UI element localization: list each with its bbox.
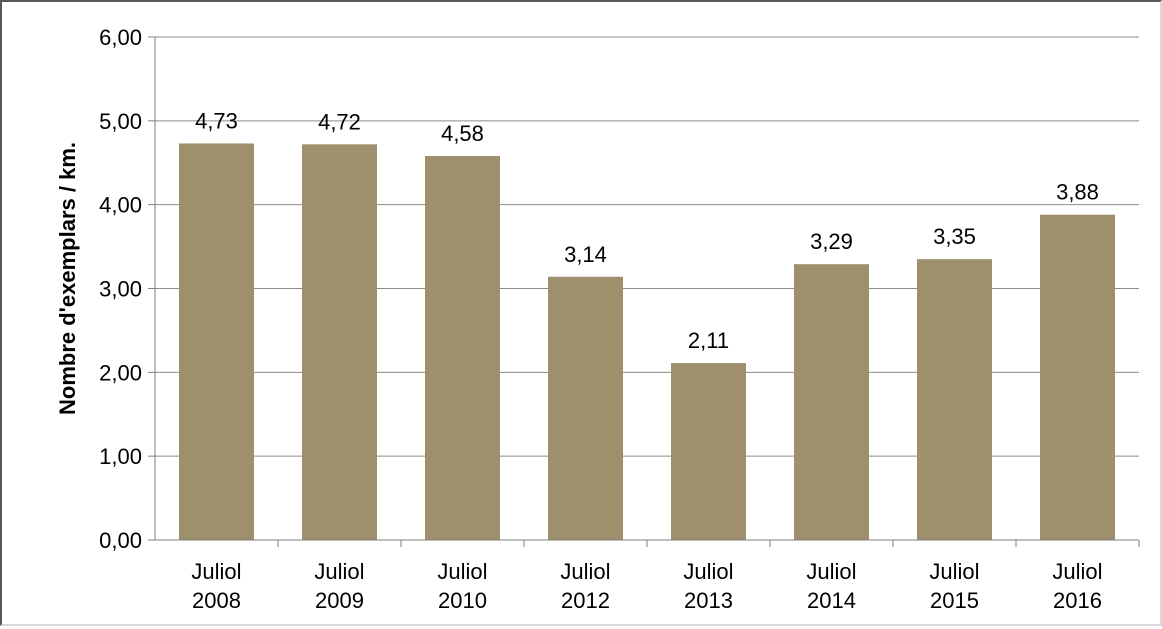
x-tick-label: Juliol [806, 559, 856, 584]
data-label: 3,35 [933, 224, 976, 249]
bars [179, 143, 1115, 541]
x-tick-label: 2008 [192, 588, 241, 613]
y-tick-label: 5,00 [99, 109, 142, 134]
y-tick-label: 3,00 [99, 277, 142, 302]
x-tick-label: Juliol [929, 559, 979, 584]
x-tick-label: Juliol [1052, 559, 1102, 584]
x-tick-label: Juliol [560, 559, 610, 584]
x-tick-label: 2014 [807, 588, 856, 613]
bar [179, 143, 254, 541]
x-tick-label: Juliol [437, 559, 487, 584]
bar [1040, 214, 1115, 540]
y-tick-labels: 0,00 1,00 2,00 3,00 4,00 5,00 6,00 [99, 25, 142, 553]
x-tick-label: 2013 [684, 588, 733, 613]
y-tick-label: 1,00 [99, 444, 142, 469]
data-label: 2,11 [688, 328, 729, 353]
y-tick-label: 0,00 [99, 528, 142, 553]
x-tick-label: 2015 [930, 588, 979, 613]
bar [548, 276, 623, 540]
data-label: 3,14 [564, 242, 607, 267]
bar [794, 264, 869, 540]
y-tick-label: 4,00 [99, 193, 142, 218]
data-label: 3,88 [1056, 180, 1099, 205]
x-tick-label: Juliol [683, 559, 733, 584]
x-tick-label: 2009 [315, 588, 364, 613]
x-tick-label: Juliol [314, 559, 364, 584]
bar [425, 156, 500, 540]
y-tick-label: 6,00 [99, 25, 142, 50]
x-tick-label: Juliol [191, 559, 241, 584]
data-label: 4,72 [318, 109, 361, 134]
data-label: 4,73 [195, 108, 238, 133]
x-tick-label: 2016 [1053, 588, 1102, 613]
y-axis-title: Nombre d'exemplars / km. [55, 142, 80, 415]
data-labels: 4,73 4,72 4,58 3,14 2,11 3,29 3,35 3,88 [195, 108, 1099, 353]
y-tick-label: 2,00 [99, 360, 142, 385]
bar [917, 259, 992, 540]
data-label: 4,58 [441, 121, 484, 146]
x-tick-label: 2010 [438, 588, 487, 613]
axes [148, 36, 1140, 547]
bar [302, 144, 377, 540]
x-tick-label: 2012 [561, 588, 610, 613]
bar [671, 363, 746, 540]
data-label: 3,29 [810, 229, 853, 254]
x-tick-labels: Juliol 2008 Juliol 2009 Juliol 2010 Juliol 2012… [191, 559, 1102, 613]
